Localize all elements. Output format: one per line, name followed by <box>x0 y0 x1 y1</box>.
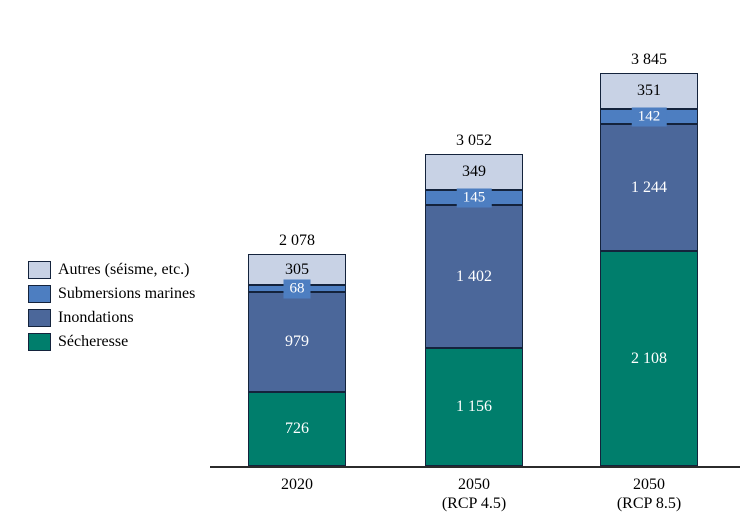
legend-swatch-inondations <box>28 309 51 327</box>
category-label: 2050 (RCP 8.5) <box>616 476 682 512</box>
segment-secheresse: 1 156 <box>425 348 523 466</box>
legend-item-inondations: Inondations <box>28 306 195 330</box>
legend-item-secheresse: Sécheresse <box>28 330 195 354</box>
segment-secheresse: 2 108 <box>600 251 698 466</box>
legend-swatch-autres <box>28 261 51 279</box>
segment-value-label: 349 <box>462 163 486 180</box>
segment-value-label: 1 402 <box>456 267 492 285</box>
bar-total-label: 3 052 <box>456 132 492 149</box>
bar-2050-(rcp 4.5): 1 156 1 402 145 349 <box>425 154 523 466</box>
segment-value-label: 1 244 <box>631 178 667 196</box>
legend-label-autres: Autres (séisme, etc.) <box>58 261 190 278</box>
legend-item-autres: Autres (séisme, etc.) <box>28 258 195 282</box>
segment-inondations: 1 402 <box>425 205 523 348</box>
bar-2050-(rcp 8.5): 2 108 1 244 142 351 <box>600 73 698 466</box>
legend-label-secheresse: Sécheresse <box>58 333 129 350</box>
legend-swatch-submersions-marines <box>28 285 51 303</box>
segment-autres: 305 <box>248 254 346 285</box>
segment-inondations: 1 244 <box>600 124 698 251</box>
segment-value-label: 1 156 <box>456 398 492 415</box>
legend-swatch-secheresse <box>28 333 51 351</box>
legend-item-submersions-marines: Submersions marines <box>28 282 195 306</box>
segment-value-chip: 145 <box>456 188 492 207</box>
bar-total-label: 2 078 <box>279 232 315 249</box>
segment-value-label: 726 <box>285 420 309 437</box>
segment-autres: 351 <box>600 73 698 109</box>
segment-autres: 349 <box>425 154 523 190</box>
category-label: 2050 (RCP 4.5) <box>441 476 507 512</box>
legend-label-submersions-marines: Submersions marines <box>58 285 196 302</box>
bar-2020: 726 979 68 305 <box>248 254 346 466</box>
segment-inondations: 979 <box>248 292 346 392</box>
segment-secheresse: 726 <box>248 392 346 466</box>
legend: Autres (séisme, etc.) Submersions marines… <box>28 258 195 354</box>
segment-value-label: 305 <box>285 260 309 278</box>
segment-value-chip: 68 <box>283 279 311 298</box>
segment-value-label: 351 <box>637 82 661 99</box>
x-axis-line <box>210 466 740 468</box>
segment-value-label: 979 <box>285 333 309 350</box>
legend-label-inondations: Inondations <box>58 309 134 326</box>
bar-total-label: 3 845 <box>631 51 667 68</box>
segment-value-chip: 142 <box>631 107 667 126</box>
segment-value-label: 2 108 <box>631 349 667 367</box>
category-label: 2020 <box>281 476 313 493</box>
